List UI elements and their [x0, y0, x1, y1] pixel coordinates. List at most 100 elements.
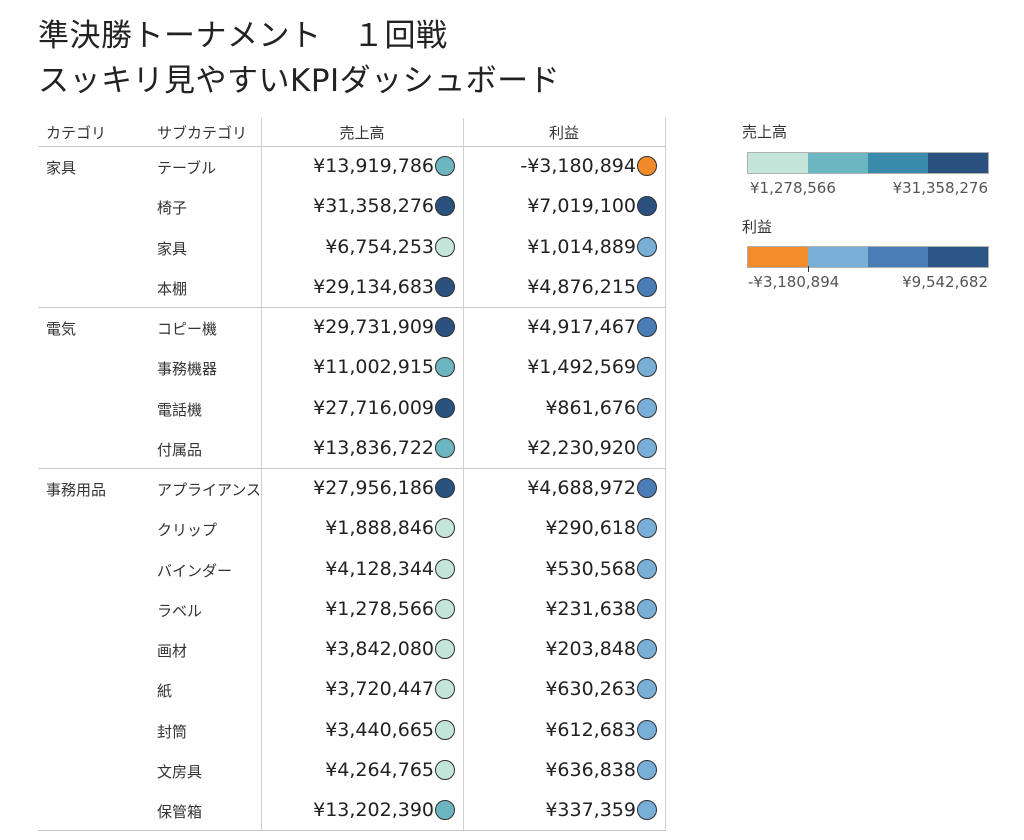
profit-value-cell: ¥290,618	[545, 517, 636, 540]
subcategory-cell: 保管箱	[157, 803, 203, 821]
profit-color-dot[interactable]	[637, 276, 657, 297]
sales-color-dot[interactable]	[435, 236, 455, 257]
profit-color-dot[interactable]	[637, 639, 657, 659]
header-subcategory[interactable]: サブカテゴリ	[157, 124, 248, 142]
subcategory-cell: 椅子	[157, 199, 188, 218]
profit-color-dot[interactable]	[637, 759, 657, 780]
sales-legend-swatch	[808, 153, 868, 173]
dashboard-title-line2: スッキリ見やすいKPIダッシュボード	[38, 63, 561, 99]
sales-color-dot[interactable]	[435, 598, 455, 619]
subcategory-cell: 画材	[157, 642, 188, 660]
profit-color-dot[interactable]	[637, 679, 657, 700]
profit-color-dot[interactable]	[637, 196, 657, 217]
subcategory-cell: ラベル	[157, 601, 203, 620]
sales-color-dot[interactable]	[435, 679, 455, 700]
sales-value-cell: ¥13,202,390	[313, 799, 434, 821]
sales-legend-gradient[interactable]	[747, 152, 989, 174]
profit-color-dot[interactable]	[637, 800, 657, 820]
sales-legend-swatch	[748, 153, 808, 173]
sales-legend-swatch	[868, 153, 928, 173]
dashboard-title-line1: 準決勝トーナメント １回戦	[38, 18, 448, 54]
subcategory-cell: 電話機	[157, 400, 203, 419]
category-cell: 家具	[46, 159, 77, 177]
subcategory-cell: テーブル	[157, 159, 217, 177]
sales-color-dot[interactable]	[435, 558, 455, 579]
profit-color-dot[interactable]	[637, 397, 657, 418]
table-bottom-border	[38, 830, 666, 831]
subcategory-cell: アプライアンス	[157, 481, 259, 499]
category-divider	[38, 468, 666, 469]
profit-color-dot[interactable]	[637, 558, 657, 579]
profit-value-cell: ¥2,230,920	[527, 436, 636, 459]
profit-value-cell: ¥337,359	[545, 799, 636, 821]
column-divider	[261, 118, 262, 831]
profit-legend-swatch	[748, 247, 808, 267]
sales-legend-min: ¥1,278,566	[750, 179, 836, 197]
profit-color-dot[interactable]	[637, 156, 657, 176]
sales-value-cell: ¥3,440,665	[325, 718, 434, 741]
profit-value-cell: ¥203,848	[545, 638, 636, 660]
subcategory-cell: 紙	[157, 682, 173, 701]
profit-color-dot[interactable]	[637, 317, 657, 337]
sales-value-cell: ¥29,731,909	[313, 316, 434, 338]
sales-color-dot[interactable]	[435, 719, 455, 740]
profit-color-dot[interactable]	[637, 478, 657, 498]
profit-legend-title: 利益	[742, 218, 773, 236]
profit-value-cell: ¥612,683	[545, 718, 636, 741]
sales-value-cell: ¥27,716,009	[313, 396, 434, 419]
sales-color-dot[interactable]	[435, 800, 455, 820]
profit-value-cell: ¥4,688,972	[527, 477, 636, 499]
sales-color-dot[interactable]	[435, 156, 455, 176]
profit-color-dot[interactable]	[637, 598, 657, 619]
sales-color-dot[interactable]	[435, 357, 455, 378]
profit-legend-swatch	[928, 247, 988, 267]
column-divider	[463, 118, 464, 831]
profit-legend-swatch	[868, 247, 928, 267]
sales-color-dot[interactable]	[435, 437, 455, 458]
profit-value-cell: ¥636,838	[545, 758, 636, 781]
sales-color-dot[interactable]	[435, 276, 455, 297]
subcategory-cell: コピー機	[157, 320, 218, 338]
profit-color-dot[interactable]	[637, 236, 657, 257]
sales-value-cell: ¥29,134,683	[313, 275, 434, 298]
sales-color-dot[interactable]	[435, 518, 455, 539]
sales-value-cell: ¥3,842,080	[325, 638, 434, 660]
category-cell: 電気	[46, 320, 77, 338]
sales-value-cell: ¥1,278,566	[325, 597, 434, 620]
profit-value-cell: ¥231,638	[545, 597, 636, 620]
profit-legend-swatch	[808, 247, 868, 267]
profit-legend-gradient[interactable]	[747, 246, 989, 268]
sales-value-cell: ¥13,919,786	[313, 155, 434, 177]
sales-color-dot[interactable]	[435, 196, 455, 217]
sales-legend-swatch	[928, 153, 988, 173]
profit-legend-zero-tick	[808, 266, 809, 272]
category-cell: 事務用品	[46, 481, 107, 499]
sales-color-dot[interactable]	[435, 478, 455, 498]
subcategory-cell: バインダー	[157, 561, 233, 580]
sales-color-dot[interactable]	[435, 397, 455, 418]
profit-color-dot[interactable]	[637, 518, 657, 539]
subcategory-cell: 家具	[157, 239, 188, 258]
sales-color-dot[interactable]	[435, 317, 455, 337]
subcategory-cell: 文房具	[157, 762, 203, 781]
sales-value-cell: ¥1,888,846	[325, 517, 434, 540]
profit-value-cell: ¥4,876,215	[527, 275, 636, 298]
header-sales[interactable]: 売上高	[339, 124, 385, 142]
sales-value-cell: ¥3,720,447	[325, 678, 434, 701]
sales-value-cell: ¥27,956,186	[313, 477, 434, 499]
profit-value-cell: -¥3,180,894	[520, 155, 636, 177]
header-category[interactable]: カテゴリ	[46, 124, 107, 142]
subcategory-cell: 事務機器	[157, 360, 218, 379]
category-divider	[38, 307, 666, 308]
profit-color-dot[interactable]	[637, 719, 657, 740]
profit-value-cell: ¥4,917,467	[527, 316, 636, 338]
profit-color-dot[interactable]	[637, 357, 657, 378]
profit-color-dot[interactable]	[637, 437, 657, 458]
sales-value-cell: ¥13,836,722	[313, 436, 434, 459]
profit-legend-min: -¥3,180,894	[748, 273, 840, 291]
sales-color-dot[interactable]	[435, 639, 455, 659]
subcategory-cell: 封筒	[157, 722, 188, 741]
header-divider	[38, 146, 666, 147]
sales-color-dot[interactable]	[435, 759, 455, 780]
header-profit[interactable]: 利益	[548, 124, 579, 142]
